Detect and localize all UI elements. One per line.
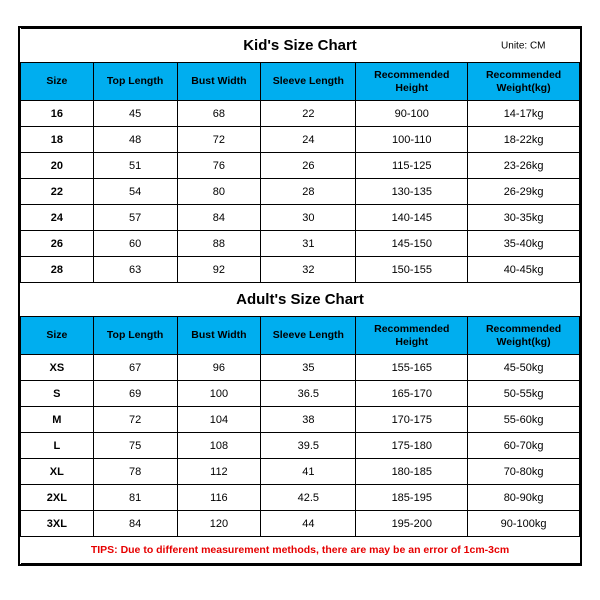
table-row: S6910036.5165-17050-55kg [21,381,580,407]
col-bust-width: Bust Width [177,317,261,355]
col-rec-height: RecommendedHeight [356,317,468,355]
table-row: M7210438170-17555-60kg [21,407,580,433]
col-top-length: Top Length [93,317,177,355]
table-row: 3XL8412044195-20090-100kg [21,511,580,537]
table-row: 24578430140-14530-35kg [21,205,580,231]
tips-row: TIPS: Due to different measurement metho… [21,537,580,564]
kids-header-row: Size Top Length Bust Width Sleeve Length… [21,63,580,101]
kids-title-row: Kid's Size Chart Unite: CM [21,29,580,63]
col-rec-height: RecommendedHeight [356,63,468,101]
col-bust-width: Bust Width [177,63,261,101]
table-row: 18487224100-11018-22kg [21,127,580,153]
table-row: 28639232150-15540-45kg [21,257,580,283]
table-row: XS679635155-16545-50kg [21,355,580,381]
table-row: 26608831145-15035-40kg [21,231,580,257]
adults-title: Adult's Size Chart [236,291,364,308]
col-sleeve-length: Sleeve Length [261,63,356,101]
table-row: 2XL8111642.5185-19580-90kg [21,485,580,511]
col-rec-weight: RecommendedWeight(kg) [468,317,580,355]
kids-title: Kid's Size Chart [243,37,357,54]
col-size: Size [21,63,94,101]
table-row: 1645682290-10014-17kg [21,101,580,127]
unit-label: Unite: CM [501,40,545,51]
size-chart-table: Kid's Size Chart Unite: CM Size Top Leng… [20,28,580,564]
table-row: XL7811241180-18570-80kg [21,459,580,485]
col-rec-weight: RecommendedWeight(kg) [468,63,580,101]
table-row: 22548028130-13526-29kg [21,179,580,205]
size-chart-container: Kid's Size Chart Unite: CM Size Top Leng… [18,26,582,566]
adults-header-row: Size Top Length Bust Width Sleeve Length… [21,317,580,355]
col-sleeve-length: Sleeve Length [261,317,356,355]
col-size: Size [21,317,94,355]
table-row: 20517626115-12523-26kg [21,153,580,179]
table-row: L7510839.5175-18060-70kg [21,433,580,459]
adults-title-row: Adult's Size Chart [21,283,580,317]
col-top-length: Top Length [93,63,177,101]
tips-text: TIPS: Due to different measurement metho… [21,537,580,564]
